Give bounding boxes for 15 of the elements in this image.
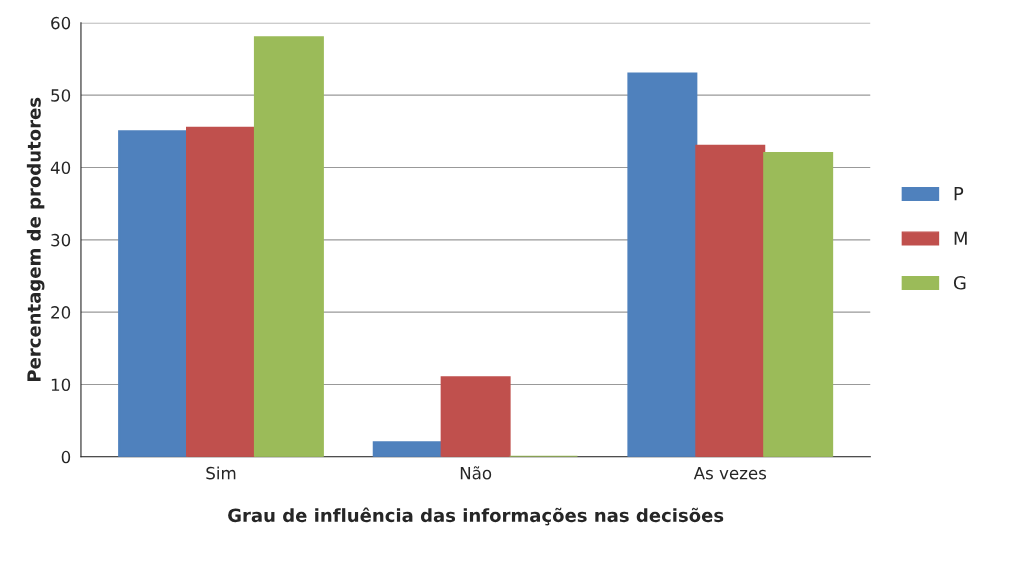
y-tick-label: 60 [51,16,71,30]
x-tick-label: Não [460,466,492,480]
legend-label: G [953,275,966,290]
y-axis-title: Percentagem de produtores [26,97,45,381]
legend-label: M [954,231,967,245]
y-tick-label: 40 [50,161,71,175]
x-tick-label: As vezes [693,467,767,480]
y-tick-label: 10 [51,378,71,392]
x-tick-label: Sim [206,466,236,480]
y-tick-label: 50 [51,89,71,102]
y-tick-label: 30 [51,233,71,247]
y-tick-label: 0 [61,450,71,464]
x-axis-title: Grau de influência das informações nas decisões [228,507,724,526]
y-tick-label: 20 [51,306,71,319]
legend-label: P [954,187,964,201]
